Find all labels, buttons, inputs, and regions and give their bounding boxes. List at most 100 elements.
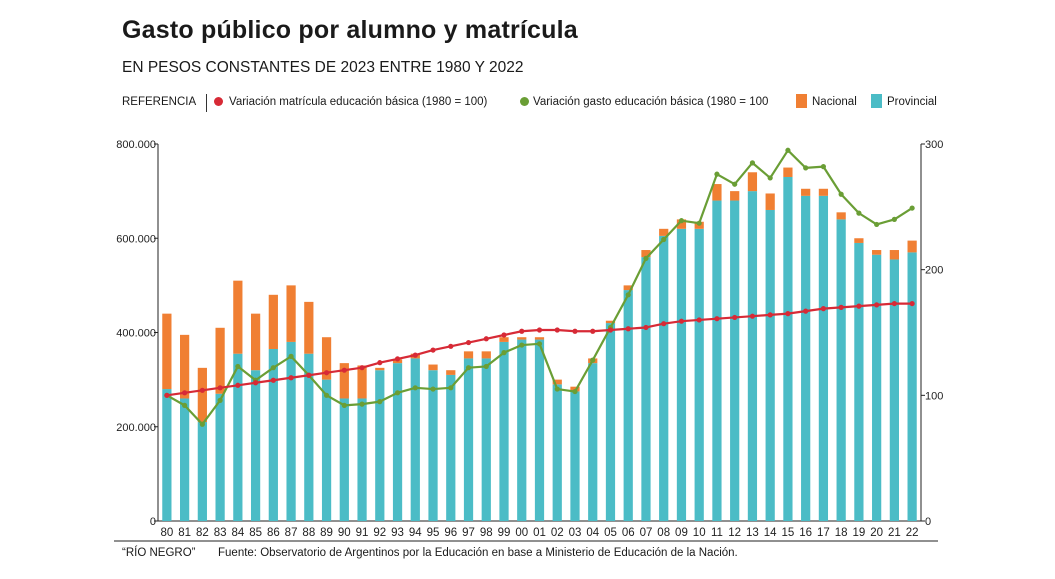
x-tick-label: 87 [285,527,298,539]
legend-matricula-swatch [214,97,223,106]
bar-nacional [854,238,864,243]
bar-nacional [712,184,722,201]
gasto-point [448,385,454,391]
bar-provincial [570,391,580,521]
gasto-point [643,255,649,261]
gasto-point [323,392,330,398]
bar-provincial [180,398,190,521]
matricula-point [625,326,631,332]
bar-provincial [304,353,314,521]
matricula-point [394,356,401,362]
x-tick-label: 06 [622,527,635,539]
gasto-point [678,218,685,224]
bar-nacional [907,240,917,253]
left-tick-label: 400.000 [116,328,156,340]
bar-nacional [446,370,456,375]
gasto-point [590,357,596,363]
x-tick-label: 09 [675,527,688,539]
bar-provincial [339,398,349,521]
legend-provincial-swatch [871,94,882,108]
bar-nacional [641,250,651,258]
gasto-point [217,397,223,403]
x-tick-label: 92 [373,527,386,539]
bar-provincial [730,200,740,522]
gasto-point [874,221,880,228]
matricula-point [820,306,827,312]
x-tick-label: 84 [231,527,244,539]
bar-provincial [907,252,917,521]
bar-nacional [836,212,846,220]
bar-provincial [712,200,722,522]
matricula-point [838,304,844,310]
x-tick-label: 20 [870,527,883,539]
bar-nacional [872,250,882,255]
gasto-point [199,421,205,427]
x-tick-label: 83 [214,527,227,539]
gasto-point [891,216,897,222]
matricula-point [572,328,578,334]
footer-source: Fuente: Observatorio de Argentinos por l… [218,547,738,559]
matricula-point [749,313,756,319]
matricula-point [252,380,259,386]
matricula-point [643,324,649,331]
bar-nacional [215,327,225,394]
bar-nacional [534,337,545,340]
x-tick-label: 05 [604,527,617,539]
matricula-point [217,385,223,391]
left-tick-label: 800.000 [116,139,156,151]
bar-provincial [428,370,438,521]
gasto-point [501,350,507,356]
bar-nacional [659,228,669,236]
bar-nacional [250,313,261,371]
gasto-point [856,210,862,216]
footer-note: “RÍO NEGRO” [122,547,196,559]
gasto-point [625,292,631,298]
matricula-point [377,360,383,366]
legend-nacional-swatch [796,94,807,108]
bar-provincial [659,235,669,522]
legend-gasto-label: Variación gasto educación básica (1980 =… [533,96,769,108]
bar-nacional [180,334,190,399]
bar-provincial [268,348,278,521]
x-tick-label: 11 [711,527,723,539]
x-tick-label: 00 [515,527,528,539]
bar-nacional [233,280,243,354]
bar-provincial [889,259,899,521]
x-tick-label: 17 [817,527,830,539]
right-tick-label: 200 [925,265,943,277]
matricula-point [696,317,702,323]
matricula-point [235,382,241,388]
matricula-point [359,365,365,371]
gasto-point [288,353,294,359]
matricula-point [270,377,276,383]
matricula-point [536,327,543,333]
bar-provincial [499,341,509,521]
x-tick-label: 03 [569,527,582,539]
x-tick-label: 18 [835,527,848,539]
gasto-point [749,160,756,166]
bar-nacional [730,191,740,201]
bar-nacional [162,313,172,390]
bar-provincial [463,358,474,521]
x-tick-label: 14 [764,527,777,539]
x-tick-label: 01 [533,527,546,539]
matricula-point [199,387,205,393]
bar-provincial [623,290,633,521]
x-tick-label: 04 [586,527,599,539]
bar-provincial [872,254,882,521]
x-tick-label: 80 [160,527,173,539]
matricula-point [607,327,614,333]
bar-nacional [818,188,829,196]
bar-provincial [392,363,403,521]
x-tick-label: 88 [302,527,315,539]
bar-nacional [268,294,278,349]
gasto-point [377,399,383,405]
x-tick-label: 99 [498,527,511,539]
gasto-point [359,401,365,407]
matricula-point [785,311,791,317]
gasto-point [767,175,773,181]
bar-provincial [517,339,527,521]
x-tick-label: 90 [338,527,351,539]
bar-provincial [765,209,775,521]
